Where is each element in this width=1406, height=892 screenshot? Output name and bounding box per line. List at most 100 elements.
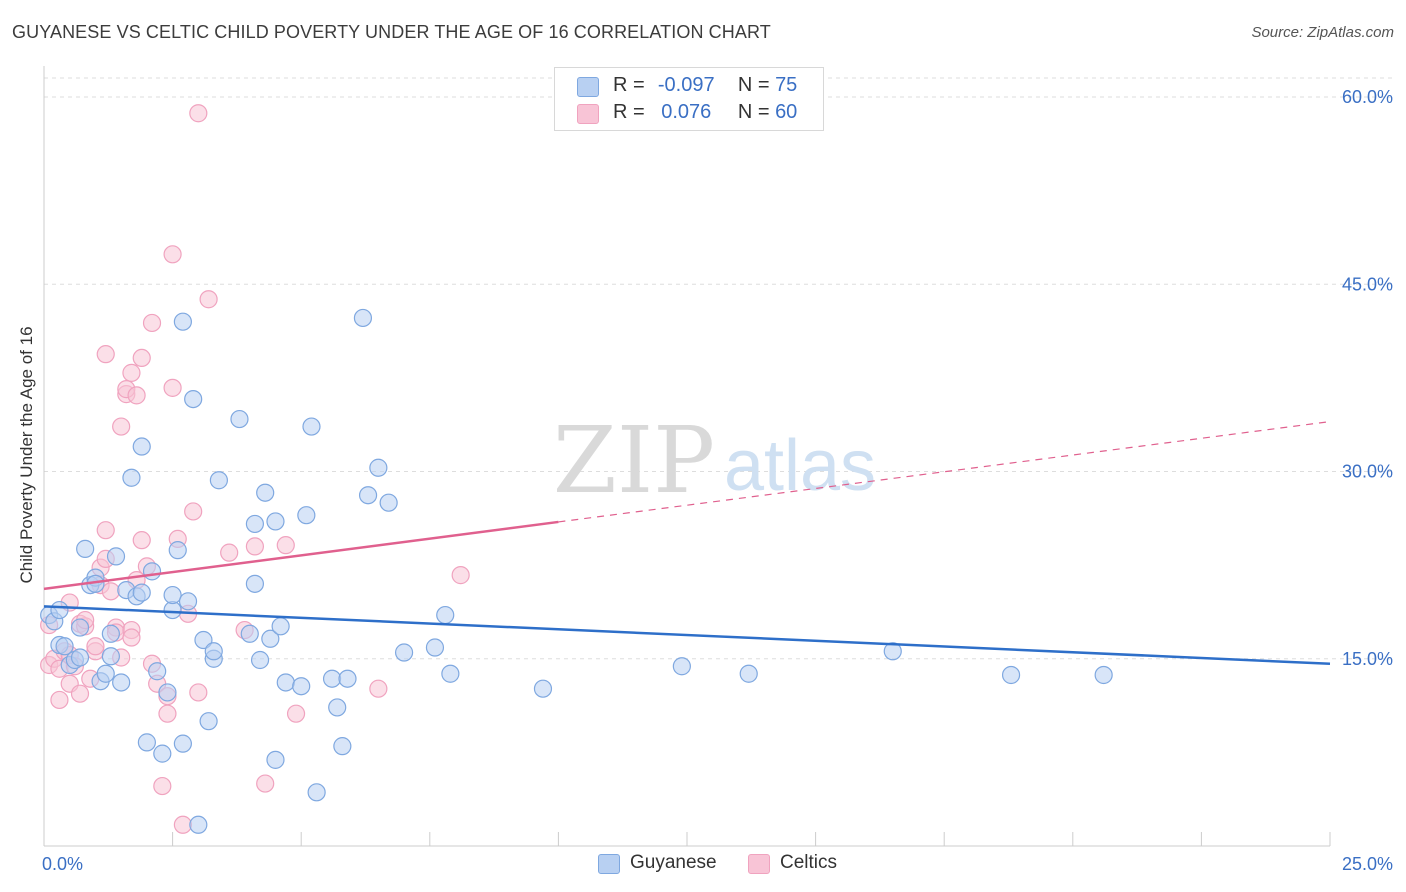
x-tick-label: 0.0% — [42, 854, 83, 874]
guyanese-point — [76, 539, 95, 558]
guyanese-point — [739, 664, 758, 683]
axes — [43, 66, 1331, 847]
guyanese-point — [132, 583, 151, 602]
legend-r-label: R = — [613, 101, 645, 123]
legend-swatch-celtics — [577, 104, 599, 124]
y-tick-label: 45.0% — [1342, 274, 1393, 294]
guyanese-point — [297, 506, 316, 525]
trend-line-celtics — [43, 520, 559, 591]
guyanese-point — [101, 647, 120, 666]
celtics-point — [189, 683, 208, 702]
guyanese-point — [266, 750, 285, 769]
celtics-point — [256, 774, 275, 793]
guyanese-point — [173, 312, 192, 331]
celtics-point — [153, 776, 172, 796]
celtics-point — [122, 363, 141, 382]
guyanese-point — [96, 664, 115, 683]
celtics-point — [132, 348, 151, 368]
guyanese-point — [266, 512, 285, 531]
guyanese-point — [245, 514, 265, 534]
celtics-point — [101, 582, 120, 601]
celtics-point — [132, 531, 151, 550]
guyanese-point — [256, 483, 275, 502]
watermark-atlas: atlas — [724, 426, 876, 506]
celtics-point — [50, 690, 69, 710]
celtics-point — [142, 313, 162, 333]
guyanese-point — [55, 637, 74, 656]
celtics-point — [122, 628, 141, 647]
celtics-point — [173, 815, 192, 834]
guyanese-point — [70, 618, 90, 637]
celtics-point — [245, 537, 265, 556]
guyanese-point — [333, 737, 352, 756]
guyanese-point — [1001, 665, 1021, 685]
guyanese-point — [271, 617, 290, 636]
guyanese-point — [292, 677, 311, 696]
tick-labels: 15.0% 30.0% 45.0% 60.0% 0.0% 25.0% — [42, 87, 1393, 874]
guyanese-point — [369, 458, 388, 477]
trend-lines — [43, 420, 1331, 665]
legend-r-label: R = — [613, 74, 645, 96]
bottom-legend-swatch-celtics — [748, 854, 770, 874]
celtics-point — [199, 290, 218, 309]
guyanese-point — [436, 605, 455, 625]
guyanese-point — [148, 662, 167, 681]
guyanese-points — [40, 308, 1113, 834]
guyanese-point — [240, 624, 259, 643]
guyanese-point — [379, 493, 398, 512]
celtics-point — [451, 566, 470, 585]
guyanese-point — [137, 733, 156, 752]
guyanese-point — [112, 673, 131, 692]
y-tick-label: 30.0% — [1342, 462, 1393, 482]
celtics-point — [220, 543, 239, 562]
celtics-point — [127, 386, 146, 405]
legend-n-value: 75 — [775, 74, 798, 96]
celtics-point — [86, 637, 105, 656]
guyanese-point — [184, 389, 203, 409]
guyanese-point — [178, 592, 198, 611]
guyanese-point — [394, 643, 414, 662]
guyanese-point — [883, 642, 902, 661]
guyanese-point — [189, 815, 208, 834]
y-axis-label: Child Poverty Under the Age of 16 — [17, 326, 36, 584]
guyanese-point — [307, 783, 326, 802]
guyanese-point — [358, 486, 378, 505]
guyanese-point — [142, 562, 162, 581]
guyanese-point — [441, 664, 460, 683]
celtics-point — [158, 704, 177, 723]
guyanese-point — [250, 650, 270, 670]
guyanese-point — [106, 547, 126, 566]
stats-legend: R = -0.097 N = 75 R = 0.076 N = 60 — [554, 67, 824, 131]
guyanese-point — [533, 679, 553, 698]
legend-n-label: N = — [737, 74, 770, 96]
legend-n-label: N = — [737, 101, 770, 123]
guyanese-point — [245, 574, 265, 593]
legend-r-value: 0.076 — [661, 101, 712, 123]
guyanese-point — [132, 437, 151, 456]
guyanese-point — [276, 673, 295, 692]
guyanese-point — [302, 417, 321, 436]
guyanese-point — [353, 308, 373, 328]
celtics-point — [286, 704, 306, 723]
guyanese-point — [158, 683, 177, 702]
celtics-point — [276, 536, 295, 555]
guyanese-point — [70, 648, 90, 667]
guyanese-point — [101, 624, 120, 643]
grid-lines — [44, 77, 1394, 660]
guyanese-point — [122, 468, 141, 487]
legend-r-value: -0.097 — [657, 74, 715, 96]
bottom-legend-swatch-guyanese — [598, 854, 620, 874]
guyanese-point — [173, 734, 192, 753]
guyanese-point — [194, 630, 213, 650]
guyanese-point — [230, 409, 249, 429]
celtics-point — [96, 521, 115, 540]
guyanese-point — [261, 629, 280, 648]
guyanese-point — [338, 669, 357, 688]
celtics-point — [184, 502, 203, 521]
legend-n-value: 60 — [775, 101, 798, 123]
guyanese-point — [168, 541, 187, 560]
celtics-point — [96, 345, 115, 364]
guyanese-point — [209, 471, 228, 490]
celtics-point — [369, 679, 388, 698]
guyanese-point — [50, 600, 69, 620]
